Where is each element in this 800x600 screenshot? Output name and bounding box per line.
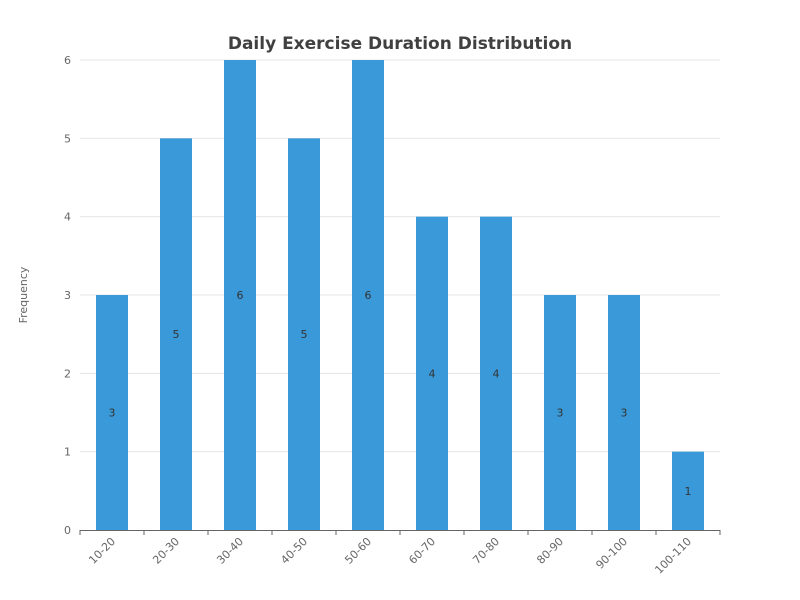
bar[interactable] bbox=[96, 295, 128, 530]
data-labels: 3 5 6 5 6 4 4 3 3 1 bbox=[109, 289, 692, 498]
y-tick-label: 6 bbox=[64, 54, 71, 67]
bar[interactable] bbox=[160, 138, 192, 531]
bar[interactable] bbox=[544, 295, 576, 530]
bar[interactable] bbox=[480, 216, 512, 530]
bar[interactable] bbox=[288, 138, 320, 531]
x-tick-label: 30-40 bbox=[214, 535, 246, 567]
data-label: 6 bbox=[237, 289, 244, 302]
bar[interactable] bbox=[352, 60, 384, 530]
y-tick-label: 2 bbox=[64, 367, 71, 380]
x-tick-label: 90-100 bbox=[593, 535, 630, 572]
y-tick-label: 3 bbox=[64, 289, 71, 302]
data-label: 3 bbox=[621, 407, 628, 420]
data-label: 5 bbox=[173, 328, 180, 341]
data-label: 1 bbox=[685, 485, 692, 498]
y-axis-label: Frequency bbox=[17, 266, 30, 323]
data-label: 3 bbox=[557, 407, 564, 420]
y-tick-label: 4 bbox=[64, 211, 71, 224]
data-label: 5 bbox=[301, 328, 308, 341]
bar[interactable] bbox=[416, 216, 448, 530]
data-label: 4 bbox=[493, 367, 500, 380]
x-tick-label: 80-90 bbox=[534, 535, 566, 567]
data-label: 4 bbox=[429, 367, 436, 380]
data-label: 6 bbox=[365, 289, 372, 302]
y-tick-label: 1 bbox=[64, 446, 71, 459]
bar[interactable] bbox=[672, 451, 704, 530]
x-tick-label: 10-20 bbox=[86, 535, 118, 567]
y-tick-label: 0 bbox=[64, 524, 71, 537]
bar[interactable] bbox=[224, 60, 256, 530]
x-tick-label: 50-60 bbox=[342, 535, 374, 567]
y-tick-label: 5 bbox=[64, 132, 71, 145]
x-tick-label: 20-30 bbox=[150, 535, 182, 567]
x-tick-label: 60-70 bbox=[406, 535, 438, 567]
bars bbox=[96, 60, 704, 531]
data-label: 3 bbox=[109, 407, 116, 420]
x-tick-label: 70-80 bbox=[470, 535, 502, 567]
x-tick-label: 40-50 bbox=[278, 535, 310, 567]
chart-title: Daily Exercise Duration Distribution bbox=[228, 34, 572, 54]
bar[interactable] bbox=[608, 295, 640, 530]
x-tick-label: 100-110 bbox=[652, 535, 694, 577]
